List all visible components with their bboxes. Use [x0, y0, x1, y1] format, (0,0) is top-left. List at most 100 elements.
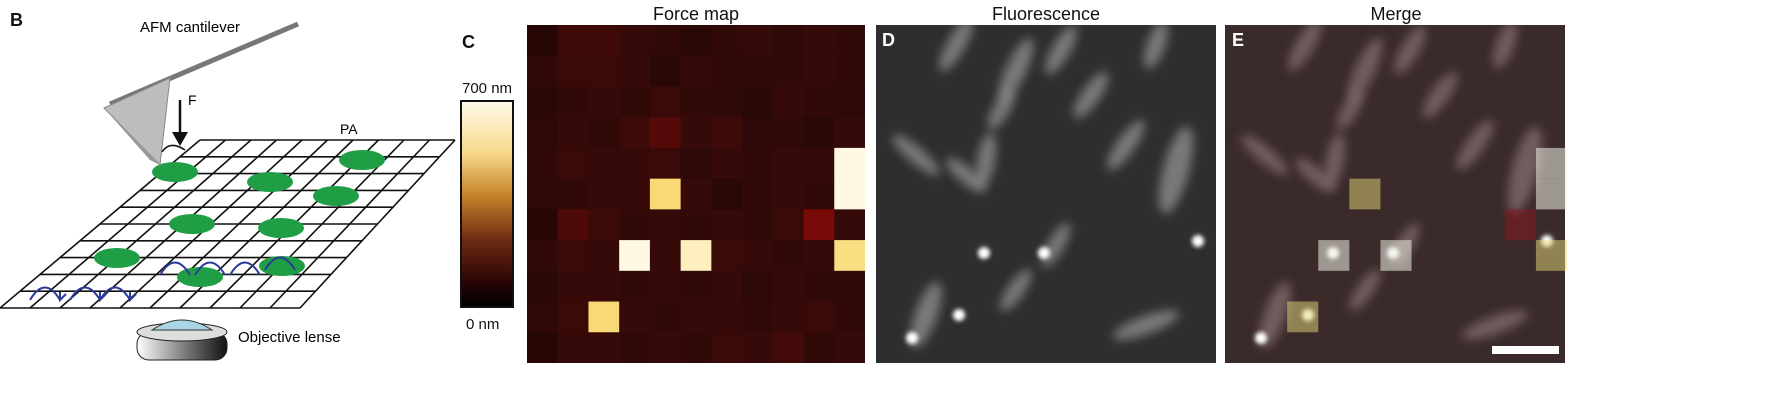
bacterium-signal [1422, 71, 1458, 119]
heatmap-cell [803, 240, 835, 272]
heatmap-cell [649, 209, 682, 241]
bright-spot [953, 309, 965, 321]
heatmap-cell [619, 240, 651, 272]
heatmap-cell [711, 178, 743, 210]
heatmap-cell [711, 209, 743, 241]
heatmap-cell [680, 301, 712, 333]
heatmap-cell [619, 117, 651, 149]
bacterium [152, 162, 198, 182]
heatmap-cell [680, 240, 712, 272]
bacterium [259, 256, 305, 276]
heatmap-cell [588, 86, 620, 118]
heatmap-cell [619, 25, 651, 57]
force-map-heatmap [527, 25, 865, 363]
heatmap-cell [834, 240, 865, 272]
heatmap-cell [742, 270, 774, 303]
grid-line [269, 139, 431, 309]
heatmap-cell [834, 301, 865, 333]
heatmap-cell [711, 240, 743, 272]
bright-spot [1192, 235, 1204, 247]
heatmap-cell [557, 240, 589, 272]
heatmap-cell [527, 25, 559, 57]
heatmap-cell [834, 270, 865, 303]
heatmap-cell [742, 55, 774, 87]
panel-c-letter: C [462, 32, 475, 52]
bacterium-signal [1295, 157, 1335, 193]
overlay-cell [1535, 240, 1567, 271]
heatmap-cell [803, 178, 835, 210]
heatmap-cell [711, 25, 743, 57]
heatmap-cell [588, 117, 620, 149]
heatmap-cell [834, 117, 865, 149]
bacterium-signal [1107, 119, 1145, 171]
tip-curve [161, 144, 186, 153]
heatmap-cell [680, 25, 712, 57]
bright-spot [978, 247, 990, 259]
heatmap-cell [527, 209, 559, 241]
heatmap-cell [527, 86, 559, 118]
heatmap-cell [742, 178, 774, 210]
bacterium-signal [1324, 132, 1346, 188]
sample-grid [0, 139, 456, 309]
heatmap-cell [527, 117, 559, 149]
heatmap-cell [619, 178, 651, 210]
force-map-title: Force map [652, 4, 740, 24]
heatmap-cell [803, 332, 835, 363]
heatmap-cell [527, 147, 559, 180]
panel-d-letter: D [882, 30, 895, 50]
heatmap-cell [711, 86, 743, 118]
heatmap-cell [649, 117, 682, 149]
bacterium [313, 186, 359, 206]
heatmap-cell [557, 25, 589, 57]
heatmap-cell [803, 55, 835, 87]
bacterium-signal [910, 281, 942, 349]
grid-line [239, 139, 405, 309]
bacteria-group [94, 150, 385, 287]
heatmap-cell [803, 117, 835, 149]
heatmap-cell [711, 117, 743, 149]
heatmap-cell [527, 240, 559, 272]
heatmap-cell [557, 209, 589, 241]
heatmap-cell [649, 332, 682, 363]
heatmap-cell [803, 301, 835, 333]
afm-cantilever [103, 21, 299, 167]
heatmap-cell [711, 147, 743, 180]
bacterium-signal [1259, 281, 1291, 349]
scan-path-arrows [29, 256, 296, 303]
heatmap-cell [742, 209, 774, 241]
heatmap-cell [834, 178, 865, 210]
bacterium-signal [1073, 71, 1109, 119]
heatmap-cell [711, 332, 743, 363]
heatmap-cell [742, 117, 774, 149]
heatmap-cell [803, 25, 835, 57]
colorbar-max-label: 700 nm [462, 80, 513, 97]
heatmap-cell [588, 147, 620, 180]
bacterium [247, 172, 293, 192]
overlay-cell [1287, 301, 1319, 333]
bacterium [177, 267, 223, 287]
heatmap-cell [711, 301, 743, 333]
heatmap-cell [834, 86, 865, 118]
merge-image [1225, 25, 1567, 363]
heatmap-cell [680, 270, 712, 303]
overlay-cell [1380, 240, 1412, 271]
heatmap-cell [527, 332, 559, 363]
heatmap-cell [772, 240, 805, 272]
bacterium-signal [892, 134, 940, 176]
bacterium-signal [1349, 269, 1381, 311]
bright-spot [1038, 247, 1050, 259]
heatmap-cell [772, 270, 805, 303]
bacterium-signal [939, 25, 973, 72]
colorbar-min-label: 0 nm [466, 316, 500, 333]
heatmap-cell [557, 178, 589, 210]
heatmap-cell [527, 270, 559, 303]
heatmap-cell [619, 86, 651, 118]
bacterium-signal [1112, 310, 1180, 340]
heatmap-cell [680, 117, 712, 149]
colorbar [460, 100, 514, 308]
bacterium-signal [1143, 25, 1169, 69]
lens-label: Objective lense [238, 329, 341, 346]
bacterium-signal [1000, 269, 1032, 311]
heatmap-cell [742, 25, 774, 57]
force-label: F [188, 92, 197, 108]
